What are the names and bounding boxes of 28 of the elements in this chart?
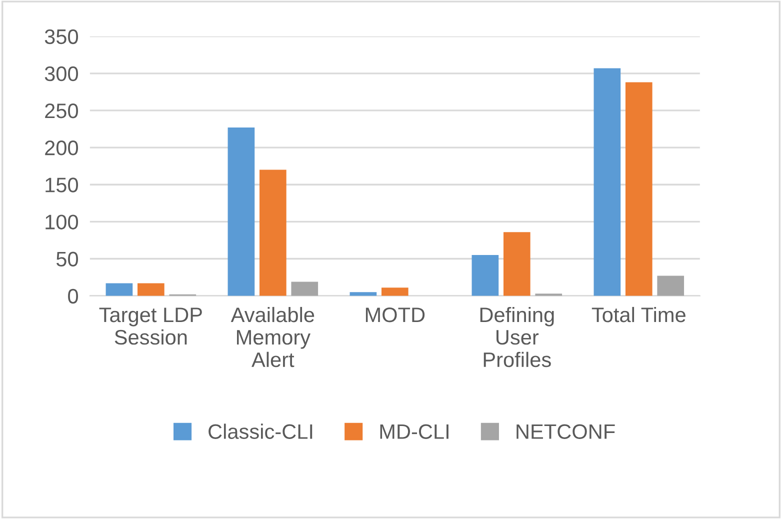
bar bbox=[350, 292, 377, 296]
bar bbox=[260, 170, 286, 296]
bar bbox=[138, 283, 164, 296]
bar bbox=[381, 288, 408, 296]
y-tick-label: 50 bbox=[56, 252, 78, 267]
y-tick-label: 250 bbox=[45, 103, 78, 118]
legend-label: MD-CLI bbox=[380, 424, 448, 439]
x-tick-label: Total Time bbox=[592, 306, 686, 322]
bar bbox=[594, 68, 621, 296]
y-tick-label: 100 bbox=[46, 214, 78, 230]
x-tick-label: Defining User Profiles bbox=[480, 306, 554, 368]
y-tick-label: 200 bbox=[45, 140, 78, 156]
y-tick-label: 150 bbox=[46, 178, 78, 192]
bar bbox=[657, 276, 684, 296]
x-tick-label: Available Memory Alert bbox=[230, 306, 314, 368]
bar bbox=[291, 282, 318, 296]
y-tick-label: 300 bbox=[44, 66, 78, 82]
bar bbox=[472, 255, 499, 296]
x-tick-label: MOTD bbox=[366, 307, 425, 322]
bar bbox=[228, 128, 255, 296]
bar bbox=[625, 82, 652, 296]
legend-label: NETCONF bbox=[516, 424, 615, 439]
bar bbox=[106, 283, 133, 296]
y-tick-label: 0 bbox=[68, 288, 78, 304]
x-tick-label: Target LDP Session bbox=[99, 308, 202, 345]
legend-label: Classic-CLI bbox=[208, 424, 312, 439]
bar bbox=[503, 232, 530, 296]
y-tick-label: 350 bbox=[44, 29, 78, 44]
